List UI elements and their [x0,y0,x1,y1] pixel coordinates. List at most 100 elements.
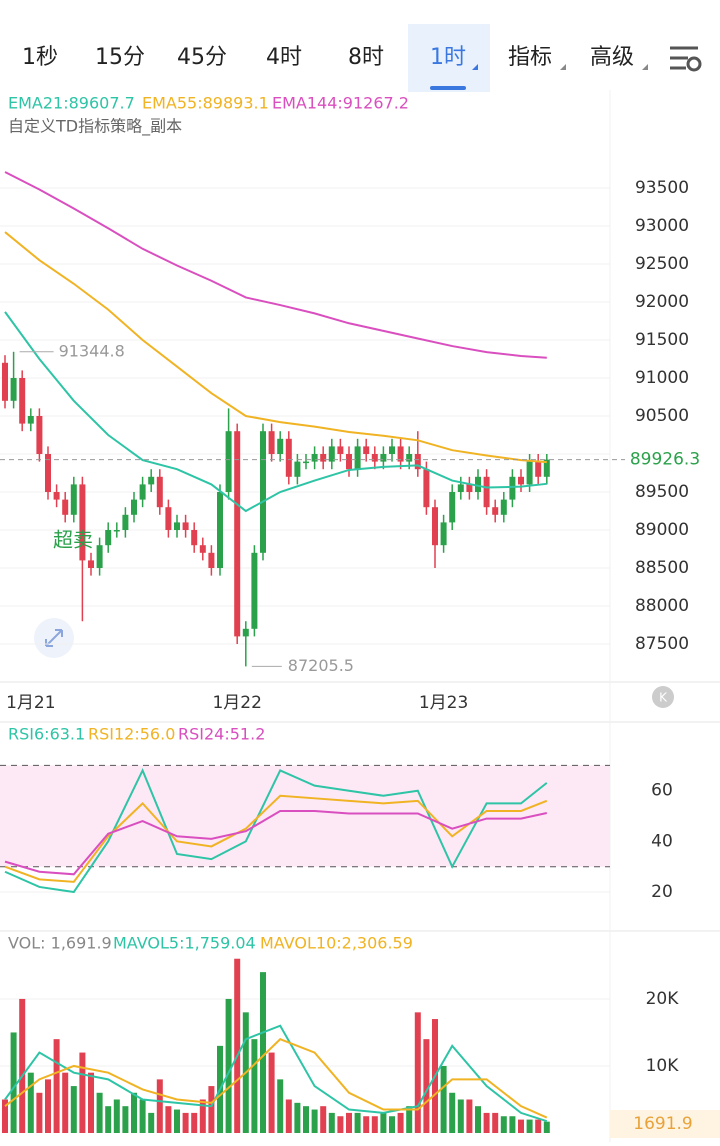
candle-body [208,552,215,568]
volume-bar [225,998,232,1133]
tab[interactable]: 4时 [266,45,302,70]
settings-icon[interactable] [670,46,702,72]
tab[interactable]: 8时 [348,45,384,70]
candle-body [36,416,43,454]
candle-body [165,507,172,530]
volume-bar [260,972,266,1133]
candle-body [303,461,309,464]
volume-bar [88,1072,94,1133]
volume-bar [526,1119,533,1133]
volume-bar [449,1092,456,1133]
candle-body [320,454,327,462]
dropdown-arrow [472,64,478,70]
dropdown-arrow [560,64,566,70]
volume-bar [363,1116,370,1133]
volume-bar [191,1112,198,1133]
candle-body [148,476,155,485]
volume-bar [320,1106,327,1133]
y-tick-label: 60 [651,781,673,801]
volume-bar [2,1099,8,1133]
candle-body [19,378,26,424]
candle-body [70,484,77,515]
candle-body [131,499,137,515]
last-volume-label: 1691.9 [633,1114,692,1134]
volume-bar [337,1116,344,1133]
candle-body [397,446,404,462]
k-icon[interactable] [652,686,674,708]
last-price-label: 89926.3 [630,450,700,470]
legend-entry: RSI24:51.2 [178,725,265,744]
volume-bar [440,1065,447,1133]
volume-bar [105,1106,112,1133]
volume-bar [45,1079,51,1133]
candle-body [113,530,120,532]
candle-body [122,514,129,530]
candle-body [79,484,86,561]
tab[interactable]: 45分 [177,45,227,70]
y-tick-label: 20 [651,882,673,902]
y-tick-label: 88500 [635,558,689,578]
k-icon-text: K [659,691,668,705]
tab[interactable]: 1时 [430,45,466,70]
volume-legend: VOL: 1,691.9 [8,934,112,953]
volume-bar [182,1112,189,1133]
volume-bar [156,1079,163,1133]
tab[interactable]: 高级 [590,45,634,70]
candle-body [543,459,550,477]
volume-bar [277,1079,284,1133]
candle-body [406,454,413,462]
tab[interactable]: 1秒 [22,45,58,70]
candle-body [492,507,499,515]
dropdown-arrow [642,64,648,70]
candle-body [53,492,60,500]
candle-body [380,454,387,462]
volume-bar [397,1112,404,1133]
indicator-line [4,1037,548,1119]
candle-body [199,545,206,553]
x-tick-label: 1月23 [419,693,468,713]
candle-body [363,446,370,454]
y-tick-label: 93500 [635,178,689,198]
candle-body [311,454,318,462]
tab[interactable]: 指标 [508,45,552,70]
legend-entry: MAVOL10:2,306.59 [260,934,413,953]
candle-body [234,431,241,637]
candle-body [225,431,232,492]
volume-bar [199,1099,206,1133]
candle-body [466,484,473,492]
indicator-line [4,794,548,883]
volume-bar [62,1072,69,1133]
candle-body [346,454,352,470]
candle-body [285,438,292,477]
y-tick-label: 92500 [635,254,689,274]
volume-bar [492,1112,499,1133]
candle-body [509,476,516,500]
indicator-line [4,311,547,513]
y-tick-label: 93000 [635,216,689,236]
candle-body [45,454,51,492]
candle-body [156,476,163,508]
candle-body [337,446,344,454]
volume-bar [423,1039,430,1133]
volume-bar [328,1112,335,1133]
volume-bar [543,1121,550,1133]
y-tick-label: 91500 [635,330,689,350]
candle-body [105,530,112,546]
y-tick-label: 20K [646,989,680,1009]
volume-bar [466,1099,473,1133]
candle-body [27,416,34,424]
legend-entry: RSI6:63.1 [8,725,85,744]
volume-bar [139,1099,146,1133]
x-tick-label: 1月21 [6,693,55,713]
y-tick-label: 89000 [635,520,689,540]
candle-body [191,530,198,546]
candle-body [371,454,378,462]
indicator-line [4,171,547,359]
volume-bar [148,1112,155,1133]
candle-body [62,499,69,515]
y-tick-label: 89500 [635,482,689,502]
candle-body [96,545,103,568]
volume-bar [509,1116,516,1133]
tab[interactable]: 15分 [95,45,145,70]
x-tick-label: 1月22 [212,693,261,713]
